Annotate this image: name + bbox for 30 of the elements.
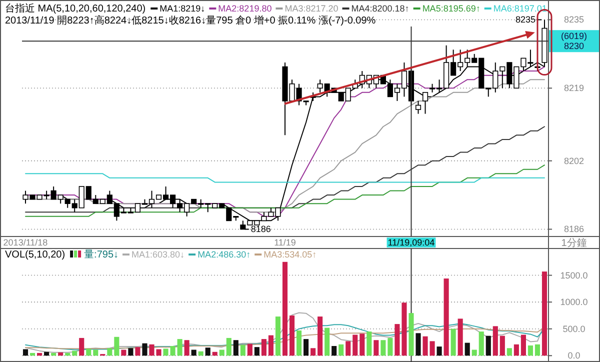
- ref-line-label: (6019) 8230: [560, 31, 588, 52]
- y-tick-label: 8235: [564, 14, 584, 25]
- y-tick-label: 8219: [564, 83, 584, 94]
- y-tick-label: 8202: [564, 156, 584, 166]
- legend-item: MA5:8195.69↑: [413, 4, 480, 14]
- y-tick-label: 8186: [564, 224, 584, 234]
- text: 1分鐘: [561, 237, 587, 249]
- text: 2013/11/19 開8223↑高8224↓低8215↓收8216↓量795 倉0 增+0 振0.11% 漲(-7)-0.09%: [5, 14, 376, 26]
- x-tick-label: 11/19,09:04: [388, 238, 435, 248]
- legend-item: MA2:8219.80: [209, 4, 272, 14]
- y-tick-label: 1000.0: [560, 297, 588, 308]
- chart-title: 台指近 MA(5,10,20,60,120,240): [5, 2, 146, 14]
- x-tick-label: 11/19: [274, 238, 296, 248]
- legend-item: MA2:486.30↑: [188, 250, 251, 260]
- y-tick-label: 0.0: [568, 350, 580, 361]
- legend-item: MA3:534.05↑: [254, 250, 317, 260]
- y-tick-label: 1500.0: [560, 270, 588, 280]
- annotation: 8186: [250, 224, 271, 234]
- legend-item: MA1:603.80↓: [122, 250, 185, 260]
- legend-item: MA6:8197.01: [484, 4, 547, 14]
- annotation: 8235: [515, 14, 536, 25]
- legend-item: MA1:8219↓: [150, 4, 206, 14]
- y-tick-label: 500.0: [562, 324, 586, 334]
- legend-label: MA1:8219↓: [160, 4, 206, 14]
- chart-title: VOL(5,10,20): [5, 250, 66, 260]
- legend-label: 量:795↓: [84, 250, 119, 260]
- legend-item: 量:795↓: [70, 250, 119, 260]
- legend-item: MA3:8217.20: [276, 4, 338, 14]
- x-tick-label: 2013/11/18: [3, 238, 48, 248]
- legend-item: MA4:8200.18↑: [342, 4, 410, 14]
